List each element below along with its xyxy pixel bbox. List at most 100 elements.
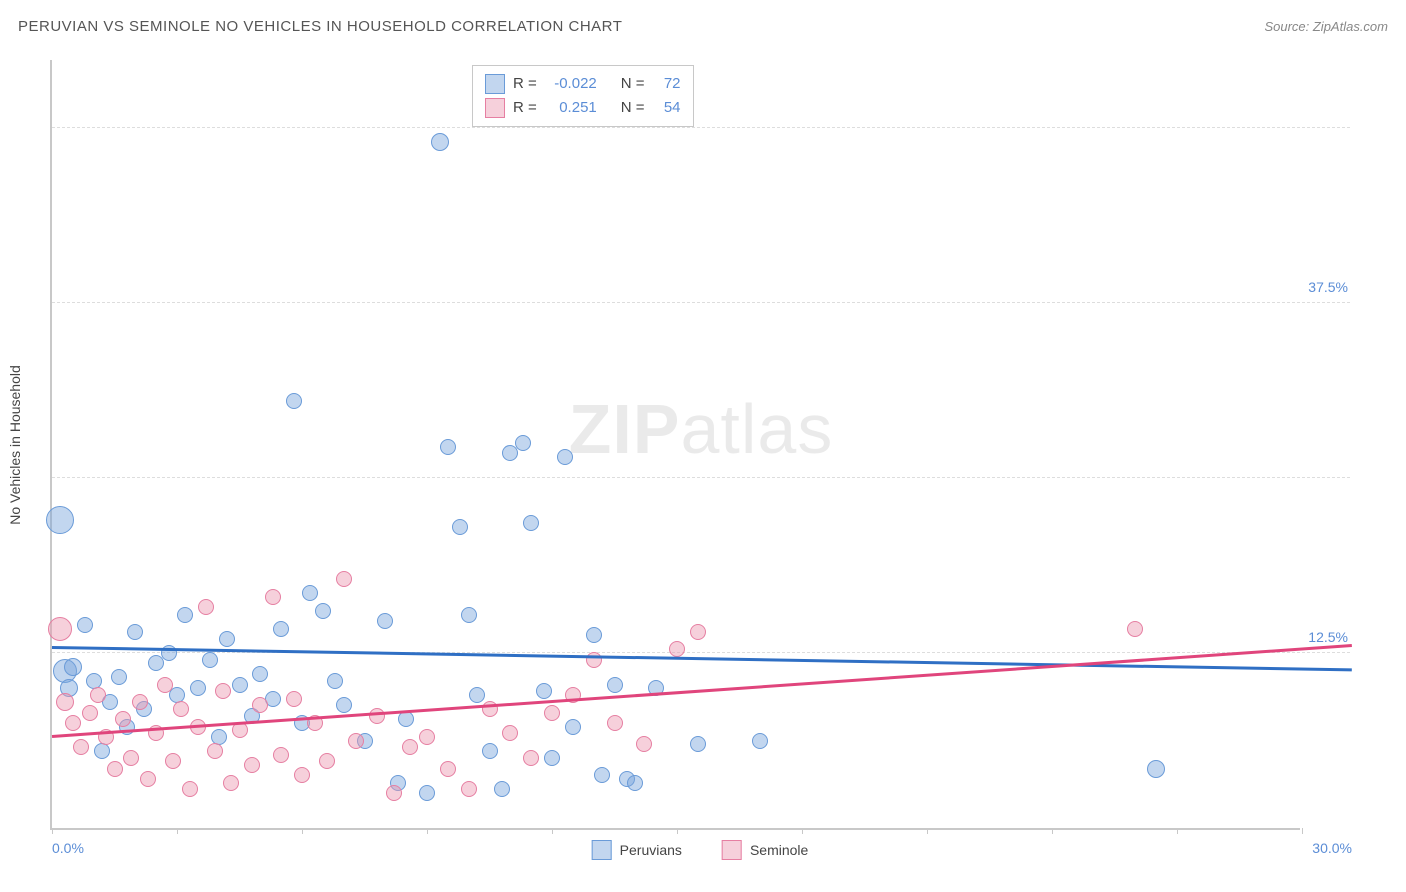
x-tick xyxy=(52,828,53,834)
scatter-point xyxy=(502,725,518,741)
chart-title: PERUVIAN VS SEMINOLE NO VEHICLES IN HOUS… xyxy=(18,18,622,35)
scatter-point xyxy=(607,715,623,731)
scatter-point xyxy=(286,691,302,707)
legend-swatch-seminole xyxy=(722,840,742,860)
scatter-point xyxy=(190,680,206,696)
scatter-point xyxy=(132,694,148,710)
r-label: R = xyxy=(513,96,537,120)
scatter-point xyxy=(123,750,139,766)
scatter-point xyxy=(198,599,214,615)
chart-area: No Vehicles in Household ZIPatlas R = -0… xyxy=(50,60,1350,830)
x-tick xyxy=(927,828,928,834)
scatter-point xyxy=(398,711,414,727)
gridline xyxy=(52,477,1350,478)
chart-source: Source: ZipAtlas.com xyxy=(1264,19,1388,34)
x-tick xyxy=(302,828,303,834)
scatter-point xyxy=(636,736,652,752)
x-tick-label: 30.0% xyxy=(1312,840,1352,856)
scatter-point xyxy=(482,743,498,759)
scatter-point xyxy=(64,658,82,676)
scatter-point xyxy=(73,739,89,755)
chart-header: PERUVIAN VS SEMINOLE NO VEHICLES IN HOUS… xyxy=(18,18,1388,35)
scatter-point xyxy=(77,617,93,633)
scatter-point xyxy=(82,705,98,721)
plot-region: ZIPatlas R = -0.022 N = 72 R = 0.251 N =… xyxy=(50,60,1300,830)
scatter-point xyxy=(565,719,581,735)
watermark-zip: ZIP xyxy=(569,390,681,468)
scatter-point xyxy=(523,750,539,766)
scatter-point xyxy=(157,677,173,693)
x-tick xyxy=(1302,828,1303,834)
x-tick xyxy=(677,828,678,834)
watermark-atlas: atlas xyxy=(680,390,833,468)
scatter-point xyxy=(494,781,510,797)
scatter-point xyxy=(294,767,310,783)
gridline xyxy=(52,652,1350,653)
scatter-point xyxy=(173,701,189,717)
scatter-point xyxy=(223,775,239,791)
watermark: ZIPatlas xyxy=(569,389,834,469)
scatter-point xyxy=(1147,760,1165,778)
scatter-point xyxy=(440,761,456,777)
x-tick xyxy=(1052,828,1053,834)
scatter-point xyxy=(286,393,302,409)
scatter-point xyxy=(252,666,268,682)
scatter-point xyxy=(219,631,235,647)
source-prefix: Source: xyxy=(1264,19,1312,34)
n-value-peruvians: 72 xyxy=(653,72,681,96)
scatter-point xyxy=(627,775,643,791)
scatter-point xyxy=(1127,621,1143,637)
scatter-point xyxy=(90,687,106,703)
scatter-point xyxy=(690,624,706,640)
scatter-point xyxy=(140,771,156,787)
scatter-point xyxy=(440,439,456,455)
x-tick xyxy=(1177,828,1178,834)
scatter-point xyxy=(215,683,231,699)
scatter-point xyxy=(690,736,706,752)
scatter-point xyxy=(557,449,573,465)
scatter-point xyxy=(46,506,74,534)
y-axis-label: No Vehicles in Household xyxy=(7,365,23,525)
scatter-point xyxy=(452,519,468,535)
n-label: N = xyxy=(621,96,645,120)
scatter-point xyxy=(586,627,602,643)
stats-legend: R = -0.022 N = 72 R = 0.251 N = 54 xyxy=(472,65,694,127)
swatch-peruvians xyxy=(485,74,505,94)
scatter-point xyxy=(315,603,331,619)
stats-row-peruvians: R = -0.022 N = 72 xyxy=(485,72,681,96)
legend-swatch-peruvians xyxy=(592,840,612,860)
scatter-point xyxy=(336,571,352,587)
scatter-point xyxy=(273,621,289,637)
scatter-point xyxy=(244,757,260,773)
n-label: N = xyxy=(621,72,645,96)
scatter-point xyxy=(469,687,485,703)
scatter-point xyxy=(252,697,268,713)
scatter-point xyxy=(607,677,623,693)
x-tick xyxy=(177,828,178,834)
x-tick xyxy=(552,828,553,834)
scatter-point xyxy=(544,750,560,766)
gridline xyxy=(52,302,1350,303)
scatter-point xyxy=(111,669,127,685)
swatch-seminole xyxy=(485,98,505,118)
legend-item-seminole: Seminole xyxy=(722,840,808,860)
scatter-point xyxy=(165,753,181,769)
scatter-point xyxy=(107,761,123,777)
source-name: ZipAtlas.com xyxy=(1313,19,1388,34)
bottom-legend: Peruvians Seminole xyxy=(592,840,809,860)
scatter-point xyxy=(65,715,81,731)
scatter-point xyxy=(336,697,352,713)
scatter-point xyxy=(419,785,435,801)
scatter-point xyxy=(594,767,610,783)
scatter-point xyxy=(377,613,393,629)
scatter-point xyxy=(369,708,385,724)
x-tick xyxy=(427,828,428,834)
scatter-point xyxy=(207,743,223,759)
n-value-seminole: 54 xyxy=(653,96,681,120)
scatter-point xyxy=(536,683,552,699)
scatter-point xyxy=(544,705,560,721)
scatter-point xyxy=(669,641,685,657)
scatter-point xyxy=(202,652,218,668)
scatter-point xyxy=(515,435,531,451)
scatter-point xyxy=(461,781,477,797)
